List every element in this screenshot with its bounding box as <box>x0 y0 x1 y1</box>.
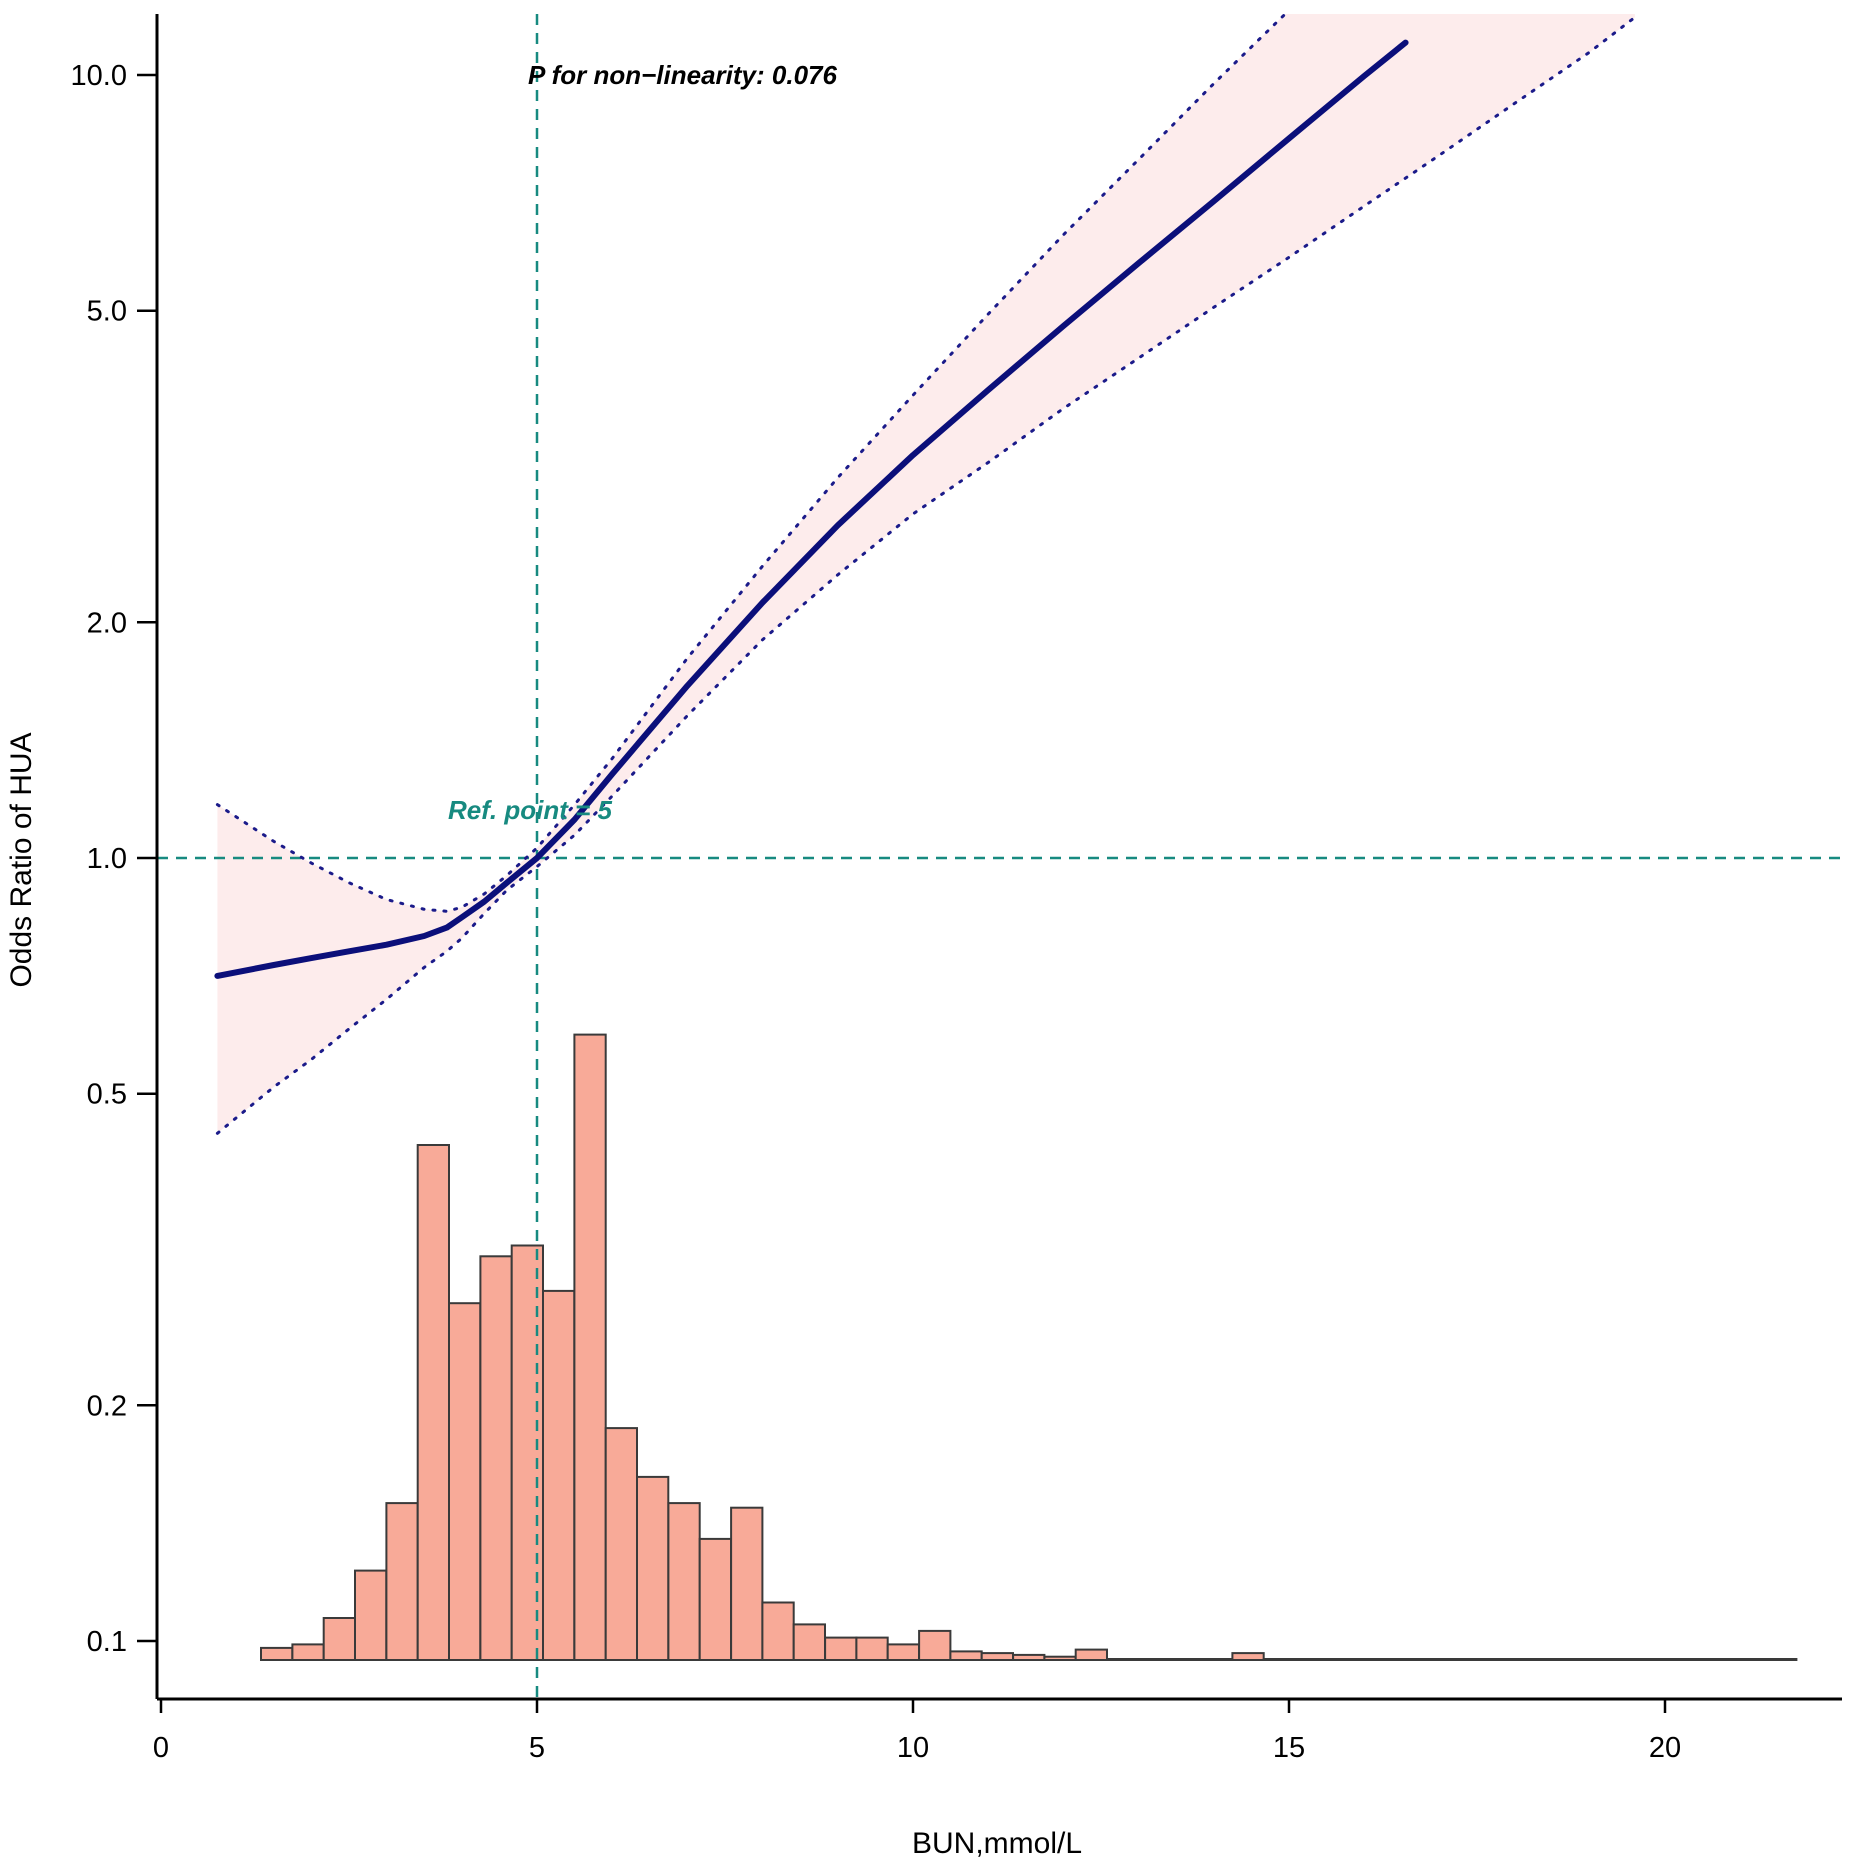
histogram-bar <box>1482 1658 1516 1661</box>
histogram-bar <box>1638 1658 1673 1661</box>
histogram-bar <box>1294 1658 1328 1661</box>
x-tick-label: 0 <box>153 1732 169 1764</box>
histogram-bar <box>1137 1658 1171 1661</box>
histogram-bar <box>1388 1658 1422 1661</box>
histogram-bar <box>448 1302 482 1661</box>
y-tick-label: 0.5 <box>87 1079 127 1111</box>
histogram-bar <box>824 1636 858 1661</box>
histogram-bar <box>1576 1658 1610 1661</box>
ci-upper-line <box>215 12 1287 913</box>
histogram-bar <box>1262 1658 1297 1661</box>
histogram-layer <box>260 1033 1798 1662</box>
ci-lower-line <box>215 15 1637 1135</box>
histogram-bar <box>1670 1658 1704 1661</box>
histogram-bar <box>1012 1653 1046 1662</box>
histogram-bar <box>542 1289 576 1662</box>
histogram-bar <box>886 1643 921 1662</box>
histogram-bar <box>573 1033 607 1661</box>
odds-ratio-curve <box>214 39 1409 979</box>
histogram-bar <box>1356 1658 1391 1661</box>
ref-point-label: Ref. point = 5 <box>448 795 613 825</box>
y-tick-label: 0.1 <box>87 1626 127 1658</box>
x-axis-title: BUN,mmol/L <box>912 1827 1082 1860</box>
x-tick-label: 15 <box>1273 1732 1305 1764</box>
histogram-bar <box>1168 1658 1203 1661</box>
x-tick-label: 10 <box>897 1732 929 1764</box>
y-tick-label: 0.2 <box>87 1390 127 1422</box>
histogram-bar <box>730 1506 764 1661</box>
histogram-bar <box>1419 1658 1453 1661</box>
histogram-bar <box>1231 1652 1265 1661</box>
histogram-bar <box>1043 1655 1077 1661</box>
histogram-bar <box>855 1636 889 1661</box>
x-tick-label: 5 <box>529 1732 545 1764</box>
histogram-bar <box>479 1255 513 1662</box>
histogram-bar <box>1701 1658 1735 1661</box>
histogram-bar <box>385 1502 419 1661</box>
histogram-bar <box>291 1643 325 1662</box>
histogram-bar <box>918 1629 952 1662</box>
histogram-bar <box>698 1537 733 1662</box>
axes-layer <box>155 14 1842 1701</box>
histogram-bar <box>1607 1658 1641 1661</box>
histogram-bar <box>667 1502 701 1661</box>
histogram-bar <box>1544 1658 1579 1661</box>
histogram-bar <box>980 1652 1015 1661</box>
histogram-bar <box>1074 1648 1108 1661</box>
histogram-bar <box>1325 1658 1359 1661</box>
x-ticks: 0 5 10 15 20 <box>153 1699 1681 1764</box>
histogram-bar <box>949 1650 983 1662</box>
histogram-bar <box>1732 1658 1767 1661</box>
y-ticks: 0.1 0.2 0.5 1.0 2.0 5.0 10.0 <box>71 60 157 1658</box>
histogram-bar <box>1106 1658 1140 1661</box>
y-tick-label: 2.0 <box>87 607 127 639</box>
y-tick-label: 1.0 <box>87 843 127 875</box>
curve-layer <box>214 12 1637 1135</box>
histogram-bar <box>260 1646 294 1662</box>
histogram-bar <box>1450 1658 1485 1661</box>
histogram-bar <box>1764 1658 1798 1661</box>
histogram-bar <box>761 1601 795 1661</box>
y-tick-label: 5.0 <box>87 296 127 328</box>
histogram-bar <box>1513 1658 1547 1661</box>
histogram-bar <box>322 1617 357 1661</box>
histogram-bar <box>792 1623 827 1662</box>
histogram-bar <box>604 1427 639 1661</box>
p-nonlinearity-annotation: P for non−linearity: 0.076 <box>528 60 838 90</box>
histogram-bar <box>1200 1658 1234 1661</box>
histogram-bar <box>636 1475 670 1662</box>
histogram-bar <box>510 1244 545 1661</box>
histogram-bar <box>416 1144 451 1661</box>
x-tick-label: 20 <box>1649 1732 1681 1764</box>
y-tick-label: 10.0 <box>71 60 127 92</box>
histogram-bar <box>354 1569 388 1661</box>
y-axis-title: Odds Ratio of HUA <box>5 732 38 987</box>
